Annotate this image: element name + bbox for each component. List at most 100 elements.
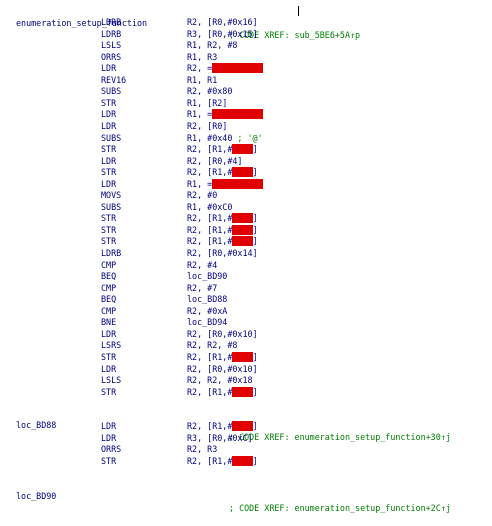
instruction-operands[interactable]: R2, [R0,#0x14] <box>187 247 258 259</box>
instruction-mnemonic[interactable]: STR <box>101 224 117 235</box>
instruction-mnemonic[interactable]: STR <box>101 97 117 108</box>
operand-text[interactable]: R2, [R1,# <box>187 144 233 155</box>
instruction-mnemonic[interactable]: LDR <box>101 155 117 166</box>
instruction-operands[interactable]: R2, [R0,#0x10] <box>187 363 258 375</box>
operand-text[interactable]: R2, [R1,# <box>187 236 233 247</box>
instruction-operands[interactable]: R1, =0x400200C0 <box>187 178 263 190</box>
operand-text[interactable]: R2, [R1,# <box>187 351 233 362</box>
instruction-operands[interactable]: R2, [R0,#4] <box>187 155 242 167</box>
instruction-mnemonic[interactable]: BNE <box>101 317 117 328</box>
instruction-mnemonic[interactable]: LSLS <box>101 375 122 386</box>
operand-text[interactable]: R2, R3 <box>187 444 218 454</box>
instruction-mnemonic[interactable]: ORRS <box>101 51 122 62</box>
instruction-mnemonic[interactable]: BEQ <box>101 271 117 282</box>
operand-text[interactable]: R1, [R2] <box>187 97 228 108</box>
instruction-mnemonic[interactable]: LDR <box>101 109 117 120</box>
instruction-operands[interactable]: R2, [R1,#0x3C] <box>187 351 258 363</box>
operand-text[interactable]: R2, [R0,#0x16] <box>187 17 258 27</box>
instruction-mnemonic[interactable]: LDRB <box>101 17 122 27</box>
instruction-mnemonic[interactable]: STR <box>101 351 117 362</box>
instruction-mnemonic[interactable]: LDR <box>101 120 117 131</box>
operand-text[interactable]: R2, #0x80 <box>187 86 233 97</box>
instruction-operands[interactable]: R2, #7 <box>187 282 217 294</box>
operand-text[interactable]: R2, [R1,# <box>187 421 233 431</box>
instruction-mnemonic[interactable]: STR <box>101 144 117 155</box>
operand-text[interactable]: R1, = <box>187 178 213 189</box>
instruction-operands[interactable]: R1, =0x400200C0 <box>187 108 263 120</box>
label-line-loc-bd90[interactable]: loc_BD90 ; CODE XREF: enumeration_setup_… <box>0 478 451 513</box>
instruction-mnemonic[interactable]: STR <box>101 386 117 397</box>
instruction-operands[interactable]: R2, =0x400200C0 <box>187 62 263 74</box>
instruction-operands[interactable]: loc_BD88 <box>187 293 227 305</box>
instruction-operands[interactable]: R1, R2, #8 <box>187 39 237 51</box>
operand-text[interactable]: R2, #0 <box>187 190 218 201</box>
instruction-operands[interactable]: R1, R3 <box>187 51 217 63</box>
instruction-mnemonic[interactable]: LDR <box>101 432 117 443</box>
instruction-mnemonic[interactable]: REV16 <box>101 74 127 85</box>
operand-text[interactable]: R2, [R0,#4] <box>187 155 243 166</box>
operand-text[interactable]: R3, [R0,#0xC] <box>187 432 253 443</box>
instruction-operands[interactable]: R2, R3 <box>187 443 217 455</box>
instruction-operands[interactable]: loc_BD90 <box>187 270 227 282</box>
instruction-operands[interactable]: R2, R2, #8 <box>187 339 237 351</box>
instruction-mnemonic[interactable]: SUBS <box>101 132 122 143</box>
operand-text[interactable]: R2, [R1,# <box>187 386 233 397</box>
operand-text[interactable]: R1, R2, #8 <box>187 40 238 51</box>
operand-text[interactable]: R1, R3 <box>187 51 218 62</box>
disassembly-view[interactable]: enumeration_setup_function ; CODE XREF: … <box>0 0 492 513</box>
instruction-mnemonic[interactable]: LDR <box>101 328 117 339</box>
instruction-mnemonic[interactable]: LDRB <box>101 28 122 39</box>
operand-text[interactable]: R2, #4 <box>187 259 218 270</box>
instruction-mnemonic[interactable]: CMP <box>101 305 117 316</box>
operand-text[interactable]: R2, [R0,#0x14] <box>187 248 258 258</box>
instruction-operands[interactable]: R1, #0xC0 <box>187 201 232 213</box>
instruction-operands[interactable]: R2, #0x80 <box>187 85 232 97</box>
label-line-loc-bd88[interactable]: loc_BD88 ; CODE XREF: enumeration_setup_… <box>0 407 451 442</box>
operand-text[interactable]: R2, [R0,#0x10] <box>187 363 258 374</box>
operand-text[interactable]: R2, R2, #8 <box>187 340 238 351</box>
function-label[interactable]: enumeration_setup_function <box>16 18 148 28</box>
instruction-mnemonic[interactable]: ORRS <box>101 444 122 454</box>
instruction-operands[interactable]: R2, [R1,#0x38] <box>187 143 258 155</box>
instruction-mnemonic[interactable]: LSRS <box>101 340 122 351</box>
instruction-mnemonic[interactable]: SUBS <box>101 201 122 212</box>
xref-comment[interactable]: ; CODE XREF: enumeration_setup_function+… <box>229 432 451 442</box>
instruction-operands[interactable]: R1, [R2] <box>187 97 227 109</box>
function-label-line[interactable]: enumeration_setup_function ; CODE XREF: … <box>0 5 360 40</box>
instruction-operands[interactable]: R2, [R1,#0x38] <box>187 420 258 432</box>
instruction-mnemonic[interactable]: MOVS <box>101 190 122 201</box>
code-label[interactable]: loc_BD90 <box>16 491 57 501</box>
operand-text[interactable]: R2, [R0,#0x10] <box>187 328 258 339</box>
instruction-operands[interactable]: R3, [R0,#0x15] <box>187 28 258 40</box>
instruction-operands[interactable]: R2, #0xA <box>187 305 227 317</box>
instruction-operands[interactable]: R2, R2, #0x18 <box>187 374 253 386</box>
instruction-mnemonic[interactable]: LDR <box>101 421 117 431</box>
operand-text[interactable]: R2, [R1,# <box>187 224 233 235</box>
instruction-operands[interactable]: loc_BD94 <box>187 316 227 328</box>
instruction-operands[interactable]: R2, #0 <box>187 189 217 201</box>
instruction-mnemonic[interactable]: CMP <box>101 282 117 293</box>
operand-text[interactable]: loc_BD88 <box>187 294 228 305</box>
operand-text[interactable]: R2, R2, #0x18 <box>187 375 253 386</box>
instruction-mnemonic[interactable]: STR <box>101 455 117 466</box>
code-label[interactable]: loc_BD88 <box>16 420 57 430</box>
instruction-operands[interactable]: R1, R1 <box>187 74 217 86</box>
instruction-mnemonic[interactable]: STR <box>101 236 117 247</box>
operand-text[interactable]: R2, #0xA <box>187 305 228 316</box>
operand-text[interactable]: R2, #7 <box>187 282 218 293</box>
xref-comment[interactable]: ; CODE XREF: sub_5BE6+5A↑p <box>229 30 361 40</box>
instruction-operands[interactable]: R2, [R0,#0x16] <box>187 16 258 28</box>
operand-text[interactable]: loc_BD94 <box>187 317 228 328</box>
operand-text[interactable]: loc_BD90 <box>187 271 228 282</box>
instruction-mnemonic[interactable]: LDRB <box>101 248 122 258</box>
instruction-operands[interactable]: R2, [R0] <box>187 120 227 132</box>
instruction-operands[interactable]: R2, [R0,#0x10] <box>187 328 258 340</box>
instruction-operands[interactable]: R1, #0x40 ; '@' <box>187 132 263 144</box>
operand-text[interactable]: R2, [R1,# <box>187 455 233 466</box>
instruction-mnemonic[interactable]: SUBS <box>101 86 122 97</box>
instruction-mnemonic[interactable]: STR <box>101 167 117 178</box>
operand-text[interactable]: R1, R1 <box>187 74 218 85</box>
instruction-mnemonic[interactable]: BEQ <box>101 294 117 305</box>
instruction-mnemonic[interactable]: CMP <box>101 259 117 270</box>
instruction-mnemonic[interactable]: LDR <box>101 178 117 189</box>
